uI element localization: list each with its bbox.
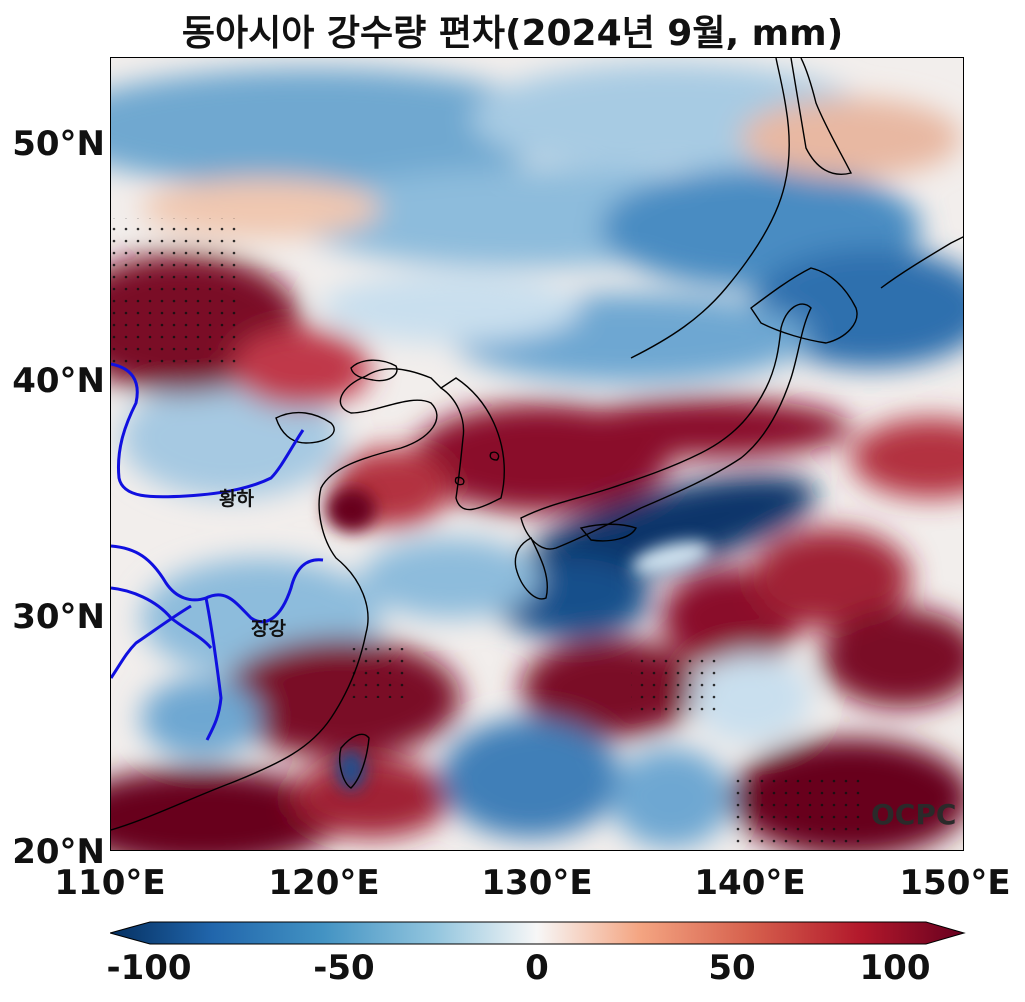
significance-stippling [111,218,866,848]
colorbar-tick-m100: -100 [106,948,192,988]
river-branch-line [111,586,213,649]
yangtze-river-label: 장강 [251,618,286,640]
yellow-river-label: 황하 [219,487,254,510]
x-tick-120e: 120°E [268,863,380,903]
yangtze-tributary-line [111,597,223,741]
yellow-river-line [111,362,305,499]
x-tick-130e: 130°E [481,863,593,903]
y-tick-20n: 20°N [12,832,105,872]
ocpc-logo: OCPC [871,798,956,831]
rivers [111,362,324,741]
colorbar-tick-0: 0 [525,948,549,988]
x-tick-110e: 110°E [54,863,166,903]
colorbar-tick-50: 50 [708,948,756,988]
precipitation-anomaly-map: 황하 장강 OCPC [110,57,964,851]
map-title: 동아시아 강수량 편차(2024년 9월, mm) [181,13,844,54]
y-tick-50n: 50°N [12,124,105,164]
y-tick-30n: 30°N [12,597,105,637]
anomaly-field [111,58,963,850]
colorbar-tick-100: 100 [859,948,931,988]
colorbar-tick-m50: -50 [313,948,375,988]
coastlines [111,58,963,831]
x-tick-150e: 150°E [899,863,1011,903]
x-tick-140e: 140°E [694,863,806,903]
map-canvas: 황하 장강 OCPC [111,58,963,850]
y-tick-40n: 40°N [12,361,105,401]
yangtze-river-line [111,544,324,624]
colorbar [110,921,966,945]
